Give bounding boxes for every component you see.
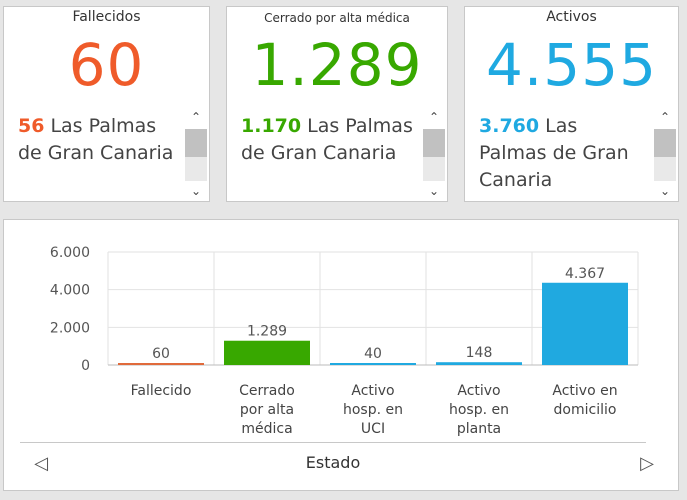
card-detail: 1.170 Las Palmas de Gran Canaria	[241, 113, 417, 167]
card-value: 4.555	[485, 31, 658, 99]
x-tick-label: médica	[241, 421, 292, 437]
card-detail-text: Las Palmas de Gran Canaria	[18, 115, 174, 164]
bar-value-label: 40	[364, 346, 382, 362]
y-tick-label: 6.000	[50, 245, 90, 261]
chevron-down-icon[interactable]: ⌄	[428, 184, 440, 198]
x-tick-label: Cerrado	[239, 383, 295, 399]
card-activos: Activos 4.555 3.760 Las Palmas de Gran Ca…	[464, 6, 679, 202]
y-tick-label: 4.000	[50, 283, 90, 299]
x-tick-label: Activo	[351, 383, 394, 399]
card-value: 1.289	[251, 31, 423, 99]
card-detail: 3.760 Las Palmas de Gran Canaria	[479, 113, 648, 194]
x-tick-label: hosp. en	[343, 402, 403, 418]
x-tick-label: Fallecido	[131, 383, 192, 399]
chevron-up-icon[interactable]: ⌃	[428, 110, 440, 124]
x-axis-title: Estado	[305, 453, 361, 472]
bar	[542, 282, 628, 365]
scrollbar-thumb[interactable]	[654, 129, 676, 157]
chart-navigation: ◁ Estado ▷	[20, 442, 654, 491]
card-title: Cerrado por alta médica	[264, 11, 410, 25]
bar-chart: 0 2.000 4.000 6.000 60 Fallecido 1.289 Cerrado p…	[50, 245, 639, 437]
bar-value-label: 60	[152, 346, 170, 362]
scrollbar-thumb[interactable]	[423, 129, 445, 157]
scrollbar-track[interactable]	[654, 129, 676, 181]
x-tick-label: Activo	[457, 383, 500, 399]
scrollbar-track[interactable]	[185, 129, 207, 181]
card-detail-number: 1.170	[241, 115, 302, 137]
bar	[118, 363, 204, 365]
chevron-up-icon[interactable]: ⌃	[659, 110, 671, 124]
card-detail-text: Las Palmas de Gran Canaria	[479, 115, 629, 191]
card-title: Activos	[546, 9, 597, 25]
chevron-down-icon[interactable]: ⌄	[659, 184, 671, 198]
bar-value-label: 148	[466, 345, 493, 361]
chart-panel: 0 2.000 4.000 6.000 60 Fallecido 1.289 Cerrado p…	[3, 219, 679, 491]
x-tick-label: por alta	[240, 402, 294, 418]
card-fallecidos: Fallecidos 60 56 Las Palmas de Gran Canar…	[3, 6, 210, 202]
scrollbar-thumb[interactable]	[185, 129, 207, 157]
card-value: 60	[68, 31, 145, 99]
x-tick-label: planta	[457, 421, 501, 437]
card-detail-number: 56	[18, 115, 45, 137]
scrollbar-track[interactable]	[423, 129, 445, 181]
card-scrollbar[interactable]: ⌃ ⌄	[185, 107, 207, 199]
card-detail-text: Las Palmas de Gran Canaria	[241, 115, 413, 164]
x-tick-label: domicilio	[554, 402, 617, 418]
arrow-left-icon[interactable]: ◁	[34, 453, 48, 474]
bar-value-label: 1.289	[247, 324, 287, 340]
card-detail-number: 3.760	[479, 115, 540, 137]
card-title: Fallecidos	[72, 9, 141, 25]
x-tick-label: hosp. en	[449, 402, 509, 418]
y-tick-label: 2.000	[50, 320, 90, 336]
bar-value-label: 4.367	[565, 266, 605, 282]
arrow-right-icon[interactable]: ▷	[640, 453, 654, 474]
bar	[330, 363, 416, 365]
y-tick-label: 0	[81, 358, 90, 374]
chevron-down-icon[interactable]: ⌄	[190, 184, 202, 198]
chevron-up-icon[interactable]: ⌃	[190, 110, 202, 124]
card-scrollbar[interactable]: ⌃ ⌄	[423, 107, 445, 199]
card-detail: 56 Las Palmas de Gran Canaria	[18, 113, 179, 167]
card-cerrado: Cerrado por alta médica 1.289 1.170 Las P…	[226, 6, 448, 202]
x-tick-label: UCI	[361, 421, 385, 437]
bar	[436, 362, 522, 365]
card-scrollbar[interactable]: ⌃ ⌄	[654, 107, 676, 199]
bar	[224, 340, 310, 365]
x-tick-label: Activo en	[552, 383, 617, 399]
